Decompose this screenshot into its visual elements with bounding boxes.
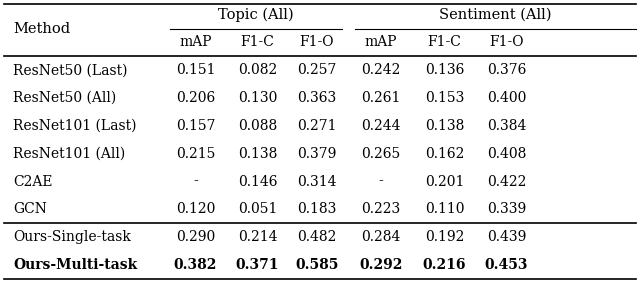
- Text: ResNet50 (Last): ResNet50 (Last): [13, 63, 128, 77]
- Text: 0.206: 0.206: [176, 91, 215, 105]
- Text: Topic (All): Topic (All): [218, 8, 294, 22]
- Text: 0.482: 0.482: [297, 230, 337, 244]
- Text: 0.314: 0.314: [297, 175, 337, 189]
- Text: 0.110: 0.110: [425, 202, 464, 217]
- Text: -: -: [378, 175, 383, 189]
- Text: 0.157: 0.157: [176, 119, 215, 133]
- Text: F1-C: F1-C: [241, 35, 275, 50]
- Text: -: -: [193, 175, 198, 189]
- Text: 0.257: 0.257: [297, 63, 337, 77]
- Text: 0.284: 0.284: [361, 230, 401, 244]
- Text: 0.201: 0.201: [425, 175, 464, 189]
- Text: 0.130: 0.130: [237, 91, 277, 105]
- Text: 0.088: 0.088: [238, 119, 277, 133]
- Text: Ours-Multi-task: Ours-Multi-task: [13, 258, 138, 272]
- Text: 0.214: 0.214: [237, 230, 277, 244]
- Text: 0.292: 0.292: [359, 258, 403, 272]
- Text: 0.453: 0.453: [484, 258, 528, 272]
- Text: 0.162: 0.162: [425, 147, 464, 161]
- Text: 0.363: 0.363: [297, 91, 337, 105]
- Text: GCN: GCN: [13, 202, 47, 217]
- Text: 0.261: 0.261: [361, 91, 401, 105]
- Text: 0.265: 0.265: [361, 147, 400, 161]
- Text: Method: Method: [13, 21, 70, 36]
- Text: mAP: mAP: [179, 35, 212, 50]
- Text: 0.290: 0.290: [176, 230, 215, 244]
- Text: 0.585: 0.585: [295, 258, 339, 272]
- Text: F1-C: F1-C: [428, 35, 461, 50]
- Text: 0.153: 0.153: [425, 91, 464, 105]
- Text: 0.082: 0.082: [238, 63, 277, 77]
- Text: 0.379: 0.379: [297, 147, 337, 161]
- Text: 0.371: 0.371: [236, 258, 279, 272]
- Text: 0.271: 0.271: [297, 119, 337, 133]
- Text: 0.138: 0.138: [237, 147, 277, 161]
- Text: 0.183: 0.183: [297, 202, 337, 217]
- Text: 0.244: 0.244: [361, 119, 401, 133]
- Text: 0.339: 0.339: [487, 202, 526, 217]
- Text: 0.136: 0.136: [425, 63, 464, 77]
- Text: 0.422: 0.422: [487, 175, 526, 189]
- Text: C2AE: C2AE: [13, 175, 53, 189]
- Text: 0.376: 0.376: [487, 63, 526, 77]
- Text: 0.384: 0.384: [487, 119, 526, 133]
- Text: 0.151: 0.151: [176, 63, 215, 77]
- Text: 0.120: 0.120: [176, 202, 215, 217]
- Text: F1-O: F1-O: [300, 35, 334, 50]
- Text: 0.215: 0.215: [176, 147, 215, 161]
- Text: 0.439: 0.439: [487, 230, 526, 244]
- Text: mAP: mAP: [364, 35, 397, 50]
- Text: 0.223: 0.223: [361, 202, 400, 217]
- Text: ResNet101 (Last): ResNet101 (Last): [13, 119, 137, 133]
- Text: 0.382: 0.382: [174, 258, 217, 272]
- Text: 0.146: 0.146: [237, 175, 277, 189]
- Text: ResNet50 (All): ResNet50 (All): [13, 91, 116, 105]
- Text: 0.216: 0.216: [423, 258, 467, 272]
- Text: 0.138: 0.138: [425, 119, 464, 133]
- Text: 0.408: 0.408: [487, 147, 526, 161]
- Text: 0.051: 0.051: [237, 202, 277, 217]
- Text: F1-O: F1-O: [489, 35, 524, 50]
- Text: 0.192: 0.192: [425, 230, 464, 244]
- Text: 0.242: 0.242: [361, 63, 401, 77]
- Text: Ours-Single-task: Ours-Single-task: [13, 230, 131, 244]
- Text: Sentiment (All): Sentiment (All): [440, 8, 552, 22]
- Text: ResNet101 (All): ResNet101 (All): [13, 147, 125, 161]
- Text: 0.400: 0.400: [487, 91, 526, 105]
